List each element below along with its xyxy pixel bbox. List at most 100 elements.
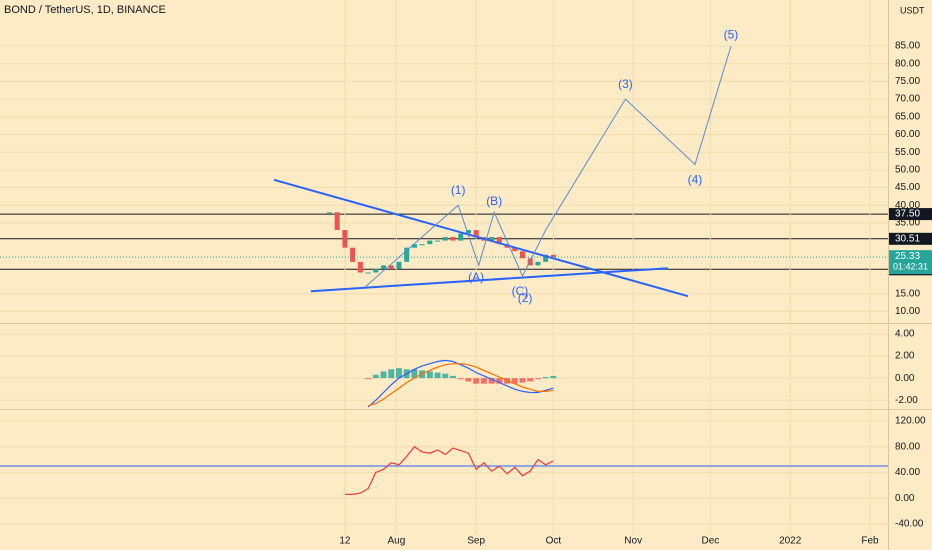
histogram-bar (365, 378, 372, 380)
histogram-bar (426, 371, 433, 379)
candle (342, 230, 348, 248)
histogram-bar (457, 378, 464, 380)
chart-title: BOND / TetherUS, 1D, BINANCE (4, 4, 166, 16)
x-tick-label: Nov (624, 536, 642, 547)
y-tick-label: -40.00 (895, 519, 924, 530)
x-tick-label: Feb (861, 536, 879, 547)
candle (350, 247, 356, 262)
y-tick-label: 40.00 (895, 467, 920, 478)
wave-label: (2) (518, 291, 533, 305)
histogram-bar (411, 369, 418, 379)
histogram-bar (372, 374, 379, 379)
histogram-bar (473, 378, 480, 384)
candle (427, 240, 433, 245)
wave-label: (5) (724, 28, 739, 42)
histogram-bar (511, 378, 518, 384)
y-tick-label: 45.00 (895, 182, 920, 193)
last-price-box (889, 250, 932, 275)
wave-label: (4) (688, 173, 703, 187)
trendline (310, 267, 668, 293)
histogram-bar (534, 378, 541, 380)
indicator-line (367, 359, 554, 408)
y-tick-label: 60.00 (895, 129, 920, 140)
candle (411, 244, 417, 248)
candle (473, 230, 479, 238)
level-label-box (889, 232, 932, 245)
level-label-box (889, 208, 932, 221)
histogram-bar (388, 369, 395, 379)
indicator-line (367, 363, 554, 407)
y-tick-label: 0.00 (895, 373, 915, 384)
candle (404, 247, 410, 262)
y-tick-label: 65.00 (895, 111, 920, 122)
histogram-bar (465, 378, 472, 382)
y-tick-label: 0.00 (895, 493, 915, 504)
histogram-bar (450, 375, 457, 379)
histogram-bar (395, 368, 402, 379)
histogram-bar (550, 375, 557, 379)
wave-label: (B) (486, 194, 502, 208)
level-label: 30.51 (895, 233, 920, 244)
y-tick-label: -2.00 (895, 395, 918, 406)
candle (450, 237, 456, 241)
candle (535, 261, 541, 266)
histogram-bar (442, 373, 449, 379)
axis-unit: USDT (900, 5, 925, 15)
histogram-bar (380, 371, 387, 379)
y-tick-label: 15.00 (895, 288, 920, 299)
x-tick-label: 2022 (779, 536, 802, 547)
y-tick-label: 75.00 (895, 76, 920, 87)
candle (419, 244, 425, 246)
trendline (273, 178, 689, 298)
candle (527, 258, 533, 266)
wave-label: (1) (451, 183, 466, 197)
histogram-bar (480, 378, 487, 384)
y-tick-label: 2.00 (895, 351, 915, 362)
histogram-bar (434, 372, 441, 379)
indicator-line (344, 445, 554, 495)
y-tick-label: 120.00 (895, 416, 926, 427)
candle (396, 261, 402, 269)
wave-label: (C) (512, 284, 529, 298)
wave-label: (A) (468, 270, 484, 284)
candle (388, 265, 394, 269)
x-tick-label: Sep (467, 536, 485, 547)
x-tick-label: Dec (702, 536, 720, 547)
last-price-label: 25.33 (895, 251, 920, 262)
y-tick-label: 40.00 (895, 200, 920, 211)
candle (543, 254, 549, 262)
candle (326, 212, 332, 214)
y-tick-label: 4.00 (895, 328, 915, 339)
candle (334, 212, 340, 230)
y-tick-label: 80.00 (895, 441, 920, 452)
candle (512, 247, 518, 252)
y-tick-label: 70.00 (895, 94, 920, 105)
x-tick-label: Aug (387, 536, 405, 547)
histogram-bar (496, 378, 503, 384)
x-tick-label: 12 (339, 536, 351, 547)
candle (520, 251, 526, 259)
candle (373, 268, 379, 273)
candle (365, 272, 371, 274)
candle (442, 237, 448, 241)
candle (550, 254, 556, 258)
wave-path (365, 45, 732, 287)
histogram-bar (527, 378, 534, 382)
y-tick-label: 55.00 (895, 147, 920, 158)
candle (458, 233, 464, 241)
histogram-bar (542, 377, 549, 379)
candle (496, 237, 502, 245)
candle (435, 240, 441, 242)
candle (381, 265, 387, 269)
y-tick-label: 80.00 (895, 58, 920, 69)
y-tick-label: 50.00 (895, 164, 920, 175)
candle (465, 230, 471, 234)
y-tick-label: 35.00 (895, 218, 920, 229)
candle (489, 237, 495, 241)
candle (357, 261, 363, 273)
histogram-bar (519, 378, 526, 383)
y-tick-label: 85.00 (895, 41, 920, 52)
y-tick-label: 10.00 (895, 306, 920, 317)
